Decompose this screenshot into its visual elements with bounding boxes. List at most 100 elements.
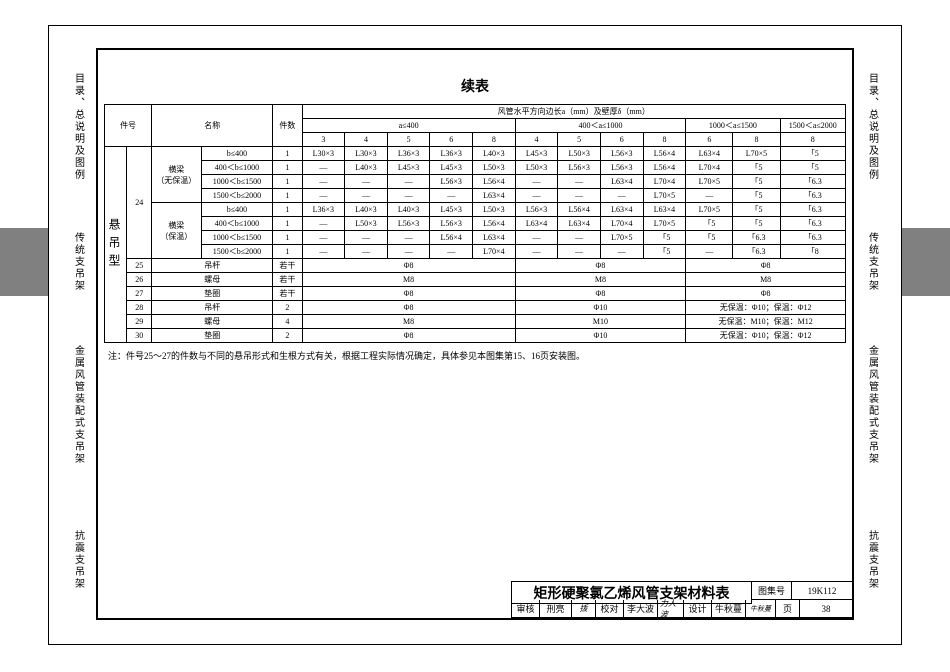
table-cell: 无保温：Φ10；保温：Φ12 (686, 301, 846, 315)
table-cell: 吊杆 (152, 259, 273, 273)
tb-review: 审核 (512, 600, 540, 618)
table-cell: L63×4 (515, 217, 558, 231)
table-cell: L36×3 (302, 203, 345, 217)
table-cell: — (387, 175, 430, 189)
tb-page-label: 页 (776, 600, 800, 618)
title-block: 矩形硬聚氯乙烯风管支架材料表 图集号 19K112 审核 刑亮 㧞 校对 李大波… (511, 581, 852, 618)
table-cell: 4 (273, 315, 302, 329)
table-cell: b≤400 (201, 147, 273, 161)
table-cell: L40×3 (345, 203, 388, 217)
table-cell: — (515, 175, 558, 189)
table-cell: L50×3 (345, 217, 388, 231)
table-cell: — (600, 189, 643, 203)
table-cell: L70×5 (686, 203, 733, 217)
table-cell: — (558, 245, 601, 259)
h-name: 名称 (152, 105, 273, 147)
h-g4: 1500＜a≤2000 (780, 119, 845, 133)
table-cell: Φ8 (302, 287, 515, 301)
h-g1: a≤400 (302, 119, 515, 133)
table-cell: 2 (273, 301, 302, 315)
table-cell: L56×4 (473, 175, 516, 189)
table-cell: 25 (127, 259, 152, 273)
table-cell: L56×4 (558, 203, 601, 217)
table-cell: L45×3 (387, 161, 430, 175)
tb-design-sig: 牛秋蔓 (746, 600, 776, 618)
h-g2: 400＜a≤1000 (515, 119, 686, 133)
table-cell: 27 (127, 287, 152, 301)
right-tab-metal: 金属风管装配式支吊架 (858, 340, 886, 470)
table-cell: 「5 (686, 217, 733, 231)
table-cell: 1 (273, 231, 302, 245)
table-cell: L45×3 (515, 147, 558, 161)
h-c: 4 (345, 133, 388, 147)
table-cell: L50×3 (473, 161, 516, 175)
table-cell: — (387, 231, 430, 245)
table-cell: — (302, 231, 345, 245)
table-cell: 「5 (780, 161, 845, 175)
table-cell: — (302, 189, 345, 203)
table-cell: 「6.3 (780, 203, 845, 217)
tb-review-name: 刑亮 (540, 600, 572, 618)
table-cell: 28 (127, 301, 152, 315)
table-cell: L30×3 (302, 147, 345, 161)
h-c: 8 (780, 133, 845, 147)
table-cell: — (558, 231, 601, 245)
table-cell: 1 (273, 217, 302, 231)
table-cell: Φ8 (302, 259, 515, 273)
table-cell: — (558, 175, 601, 189)
table-cell: L56×3 (430, 175, 473, 189)
table-cell: 「5 (733, 175, 780, 189)
table-cell: L50×3 (515, 161, 558, 175)
left-tab-toc: 目录、总说明及图例 (64, 72, 92, 182)
table-cell: 1 (273, 189, 302, 203)
table-cell: 「5 (733, 217, 780, 231)
tb-page-no: 38 (800, 600, 852, 618)
table-cell: 26 (127, 273, 152, 287)
spec-table: 件号 名称 件数 风管水平方向边长a（mm）及壁厚δ（mm） a≤400 400… (104, 104, 846, 343)
table-cell: 「5 (686, 231, 733, 245)
grey-band-right (902, 228, 950, 296)
table-cell: L63×4 (473, 189, 516, 203)
table-cell: L30×3 (345, 147, 388, 161)
table-cell: 「6.3 (780, 175, 845, 189)
table-cell: 「5 (733, 161, 780, 175)
table-cell: — (686, 189, 733, 203)
table-cell: — (387, 245, 430, 259)
table-cell: 螺母 (152, 273, 273, 287)
h-c: 5 (387, 133, 430, 147)
table-cell: L56×3 (600, 161, 643, 175)
tb-review-sig: 㧞 (572, 600, 596, 618)
h-c: 6 (600, 133, 643, 147)
table-cell: — (430, 245, 473, 259)
table-cell: L50×3 (558, 147, 601, 161)
left-tab-traditional: 传统支吊架 (64, 226, 92, 298)
table-cell: 垫圈 (152, 287, 273, 301)
table-cell: L70×4 (600, 217, 643, 231)
table-cell: — (302, 161, 345, 175)
right-tab-toc: 目录、总说明及图例 (858, 72, 886, 182)
grey-band-left (0, 228, 48, 296)
table-cell: Φ8 (515, 287, 686, 301)
h-c: 6 (430, 133, 473, 147)
table-cell: M8 (302, 315, 515, 329)
table-cell: — (345, 189, 388, 203)
table-cell: L45×3 (430, 203, 473, 217)
table-cell: 垫圈 (152, 329, 273, 343)
table-cell: Φ8 (515, 259, 686, 273)
table-cell: Φ8 (686, 287, 846, 301)
tb-check: 校对 (596, 600, 624, 618)
table-cell: 螺母 (152, 315, 273, 329)
table-cell: L70×4 (686, 161, 733, 175)
footnote: 注：件号25～27的件数与不同的悬吊形式和生根方式有关，根据工程实际情况确定，具… (104, 349, 846, 362)
table-cell: L70×5 (686, 175, 733, 189)
table-cell: 400＜b≤1000 (201, 161, 273, 175)
table-cell: 「5 (643, 231, 686, 245)
table-cell: 1 (273, 161, 302, 175)
table-cell: 「5 (643, 245, 686, 259)
table-cell: — (345, 231, 388, 245)
table-cell: L70×4 (473, 245, 516, 259)
table-cell: L63×4 (600, 175, 643, 189)
table-cell: 400＜b≤1000 (201, 217, 273, 231)
table-cell: — (686, 245, 733, 259)
table-cell: 「6.3 (780, 217, 845, 231)
